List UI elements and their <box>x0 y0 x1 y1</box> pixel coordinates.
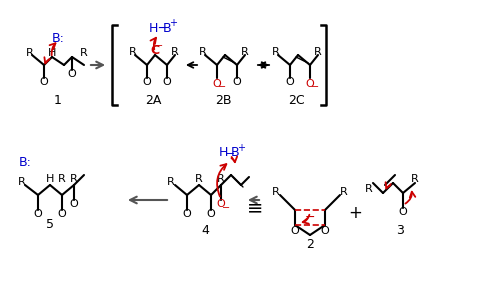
Text: H: H <box>46 174 54 184</box>
Text: R: R <box>195 174 203 184</box>
Text: ≡: ≡ <box>247 198 263 218</box>
Text: B:: B: <box>52 32 64 44</box>
Text: −: − <box>311 82 319 92</box>
Text: O: O <box>142 77 152 87</box>
Text: R: R <box>411 174 419 184</box>
Text: R: R <box>217 174 225 184</box>
Text: R: R <box>272 187 280 197</box>
Text: O: O <box>320 226 330 236</box>
Text: 2B: 2B <box>215 94 231 106</box>
Text: H: H <box>218 147 228 159</box>
Text: C: C <box>150 44 160 57</box>
Text: 4: 4 <box>201 224 209 237</box>
Text: R: R <box>365 184 373 194</box>
Text: O: O <box>70 199 78 209</box>
Text: O: O <box>34 209 42 219</box>
Text: R: R <box>26 48 34 58</box>
Text: +: + <box>169 18 177 28</box>
Text: O: O <box>232 77 241 87</box>
Text: R: R <box>167 177 175 187</box>
Text: 2A: 2A <box>145 94 161 106</box>
Text: 3: 3 <box>396 224 404 237</box>
Text: O: O <box>398 207 407 217</box>
Text: 5: 5 <box>46 218 54 232</box>
Text: −: − <box>155 41 163 51</box>
Text: R: R <box>272 47 280 57</box>
Text: −: − <box>222 203 230 213</box>
Text: −: − <box>305 210 316 224</box>
Text: O: O <box>68 69 76 79</box>
Text: 2: 2 <box>306 238 314 252</box>
Text: R: R <box>18 177 26 187</box>
Text: H: H <box>148 21 158 35</box>
Text: +: + <box>348 204 362 222</box>
Text: R: R <box>171 47 179 57</box>
Text: R: R <box>58 174 66 184</box>
Text: O: O <box>206 209 216 219</box>
Text: O: O <box>162 77 172 87</box>
Text: O: O <box>286 77 294 87</box>
Text: O: O <box>290 226 300 236</box>
Text: R: R <box>80 48 88 58</box>
Text: H: H <box>48 48 56 58</box>
Text: ─: ─ <box>158 21 166 35</box>
Text: R: R <box>241 47 249 57</box>
Text: R: R <box>340 187 348 197</box>
Text: R: R <box>199 47 207 57</box>
Text: B: B <box>162 21 172 35</box>
Text: ─: ─ <box>226 148 234 158</box>
Text: B:: B: <box>18 156 32 168</box>
Text: O: O <box>58 209 66 219</box>
Text: +: + <box>237 143 245 153</box>
Text: O: O <box>306 79 314 89</box>
Text: O: O <box>212 79 222 89</box>
Text: O: O <box>182 209 192 219</box>
Text: R: R <box>314 47 322 57</box>
Text: 2C: 2C <box>288 94 304 106</box>
Text: R: R <box>70 174 78 184</box>
Text: −: − <box>218 82 226 92</box>
Text: O: O <box>216 199 226 209</box>
Text: O: O <box>40 77 48 87</box>
Text: B: B <box>230 147 239 159</box>
Text: 1: 1 <box>54 94 62 106</box>
Text: R: R <box>129 47 137 57</box>
